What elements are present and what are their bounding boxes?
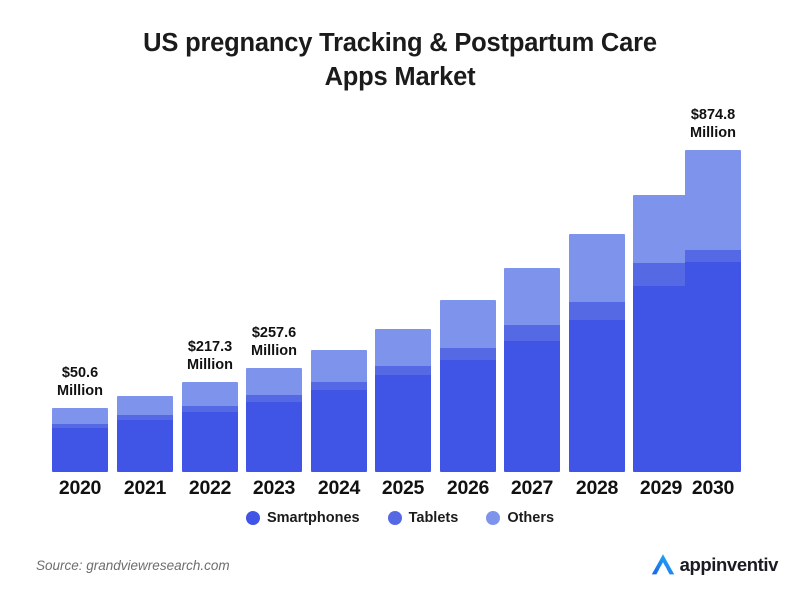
bar-group[interactable]: $874.8 Million 2030 xyxy=(685,0,741,499)
bar-segment-others[interactable] xyxy=(440,300,496,348)
bar-segment-tablets[interactable] xyxy=(504,325,560,341)
bar-segment-others[interactable] xyxy=(685,150,741,250)
bar-group[interactable]: $50.6 Million 2020 xyxy=(52,0,108,499)
stacked-bar[interactable] xyxy=(633,195,689,472)
chart-title-line-1: US pregnancy Tracking & Postpartum Care xyxy=(143,29,657,57)
bar-segment-others[interactable] xyxy=(182,382,238,406)
x-axis-label: 2028 xyxy=(575,477,619,499)
bar-segment-others[interactable] xyxy=(569,234,625,302)
bar-segment-others[interactable] xyxy=(504,268,560,325)
bar-segment-smartphones[interactable] xyxy=(685,262,741,472)
bar-segment-tablets[interactable] xyxy=(569,302,625,320)
chart-title-line-2: Apps Market xyxy=(324,63,476,91)
bar-group[interactable]: 2024 xyxy=(311,0,367,499)
x-axis-label: 2023 xyxy=(252,477,296,499)
bar-value-amount: $50.6 xyxy=(61,365,99,381)
bar-value-unit: Million xyxy=(690,125,736,141)
bar-segment-tablets[interactable] xyxy=(246,395,302,402)
bar-segment-tablets[interactable] xyxy=(117,415,173,420)
bar-value-amount: $217.3 xyxy=(187,339,233,355)
stacked-bar[interactable] xyxy=(311,350,367,472)
stacked-bar[interactable] xyxy=(569,234,625,472)
bar-segment-smartphones[interactable] xyxy=(633,286,689,472)
stacked-bar[interactable] xyxy=(52,408,108,472)
bar-group[interactable]: 2026 xyxy=(440,0,496,499)
bar-segment-tablets[interactable] xyxy=(311,382,367,390)
bar-group[interactable]: 2021 xyxy=(117,0,173,499)
bar-value-label: $874.8 Million xyxy=(671,106,755,142)
bar-segment-smartphones[interactable] xyxy=(440,360,496,472)
bar-segment-tablets[interactable] xyxy=(52,424,108,428)
bar-segment-smartphones[interactable] xyxy=(569,320,625,472)
bar-value-unit: Million xyxy=(251,343,297,359)
legend-swatch-icon xyxy=(387,511,402,525)
bar-segment-smartphones[interactable] xyxy=(311,390,367,472)
bar-segment-tablets[interactable] xyxy=(182,406,238,412)
bar-segment-others[interactable] xyxy=(311,350,367,382)
bar-group[interactable]: $257.6 Million 2023 xyxy=(246,0,302,499)
legend-label: Tablets xyxy=(408,510,459,526)
bar-value-amount: $874.8 xyxy=(690,107,736,123)
stacked-bar[interactable] xyxy=(182,382,238,472)
legend-item[interactable]: Tablets xyxy=(387,510,459,526)
legend-swatch-icon xyxy=(486,511,501,525)
stacked-bar[interactable] xyxy=(440,300,496,472)
brand-logo: appinventiv xyxy=(649,551,778,578)
plot-area: $50.6 Million 2020 2021 $217.3 Million 2022 $25… xyxy=(52,0,741,499)
legend-item[interactable]: Smartphones xyxy=(245,510,360,526)
bar-segment-others[interactable] xyxy=(52,408,108,424)
x-axis-label: 2027 xyxy=(510,477,554,499)
bar-segment-others[interactable] xyxy=(246,368,302,395)
bar-segment-smartphones[interactable] xyxy=(52,428,108,472)
source-caption: Source: grandviewresearch.com xyxy=(36,558,230,573)
brand-name: appinventiv xyxy=(679,553,779,575)
chart-legend: Smartphones Tablets Others xyxy=(0,510,800,526)
bar-group[interactable]: 2028 xyxy=(569,0,625,499)
bar-value-label: $217.3 Million xyxy=(168,338,252,374)
stacked-bar[interactable] xyxy=(117,396,173,472)
bar-segment-smartphones[interactable] xyxy=(375,375,431,472)
x-axis-label: 2024 xyxy=(317,477,361,499)
x-axis-label: 2025 xyxy=(381,477,425,499)
bar-group[interactable]: 2025 xyxy=(375,0,431,499)
legend-label: Smartphones xyxy=(266,510,360,526)
bar-segment-tablets[interactable] xyxy=(440,348,496,360)
legend-swatch-icon xyxy=(245,511,260,525)
stacked-bar[interactable] xyxy=(685,150,741,472)
stacked-bar[interactable] xyxy=(375,329,431,472)
chart-title: US pregnancy Tracking & Postpartum Care … xyxy=(0,26,800,94)
bar-group[interactable]: $217.3 Million 2022 xyxy=(182,0,238,499)
bar-value-label: $50.6 Million xyxy=(38,364,122,400)
x-axis-label: 2021 xyxy=(123,477,167,499)
appinventiv-logo-mark-icon xyxy=(649,551,677,578)
bar-segment-smartphones[interactable] xyxy=(246,402,302,472)
bar-group[interactable]: 2027 xyxy=(504,0,560,499)
bar-segment-tablets[interactable] xyxy=(633,263,689,286)
bar-value-unit: Million xyxy=(187,357,233,373)
bar-segment-others[interactable] xyxy=(375,329,431,366)
bar-segment-tablets[interactable] xyxy=(685,250,741,262)
x-axis-label: 2026 xyxy=(446,477,490,499)
bar-group[interactable]: 2029 xyxy=(633,0,689,499)
bar-value-label: $257.6 Million xyxy=(232,324,316,360)
legend-item[interactable]: Others xyxy=(486,510,554,526)
stacked-bar[interactable] xyxy=(504,268,560,472)
bar-value-amount: $257.6 xyxy=(251,325,297,341)
x-axis-label: 2020 xyxy=(58,477,102,499)
bar-segment-smartphones[interactable] xyxy=(117,420,173,472)
stacked-bar[interactable] xyxy=(246,368,302,472)
x-axis-label: 2022 xyxy=(188,477,232,499)
bar-segment-others[interactable] xyxy=(633,195,689,263)
bar-segment-smartphones[interactable] xyxy=(504,341,560,472)
bar-segment-smartphones[interactable] xyxy=(182,412,238,472)
x-axis-label: 2030 xyxy=(691,477,735,499)
bar-segment-others[interactable] xyxy=(117,396,173,415)
bar-segment-tablets[interactable] xyxy=(375,366,431,375)
bar-value-unit: Million xyxy=(57,383,103,399)
legend-label: Others xyxy=(507,510,555,526)
x-axis-label: 2029 xyxy=(639,477,683,499)
